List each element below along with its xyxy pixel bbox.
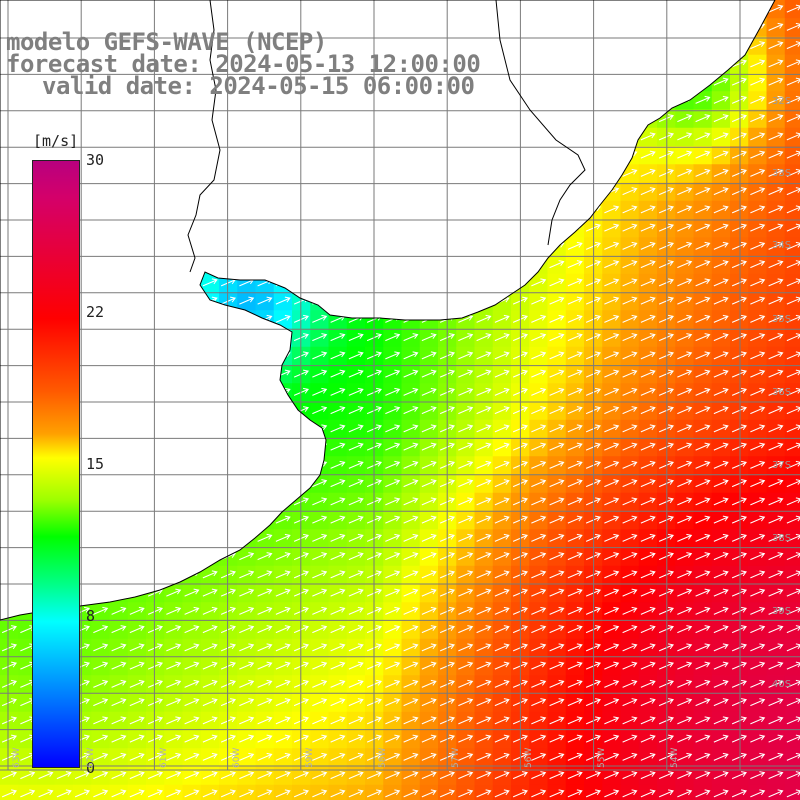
- lat-label-40s: 40S: [772, 679, 792, 690]
- lat-label-37s: 37S: [772, 460, 792, 471]
- graticule: [0, 0, 800, 770]
- colorbar-tick-22: 22: [86, 303, 105, 321]
- lon-label-58w: 58W: [378, 747, 388, 768]
- colorbar-unit: [m/s]: [33, 132, 79, 150]
- colorbar-tick-8: 8: [86, 607, 96, 625]
- lon-label-56w: 56W: [524, 747, 534, 768]
- lon-label-63w: 63W: [12, 747, 22, 768]
- lon-label-57w: 57W: [451, 747, 461, 768]
- colorbar: [32, 160, 80, 768]
- model-title: modelo GEFS-WAVE (NCEP): [6, 28, 327, 56]
- colorbar-tick-30: 30: [86, 151, 105, 169]
- lon-label-61w: 61W: [159, 747, 169, 768]
- lat-label-32s: 32S: [772, 96, 792, 107]
- lon-label-54w: 54W: [670, 747, 680, 768]
- coastline: [0, 0, 776, 621]
- lon-label-60w: 60W: [232, 747, 242, 768]
- land-area: [0, 0, 775, 620]
- lat-label-39s: 39S: [772, 606, 792, 617]
- colorbar-tick-0: 0: [86, 759, 96, 777]
- valid-date: valid date: 2024-05-15 06:00:00: [42, 72, 475, 100]
- colorbar-tick-15: 15: [86, 455, 105, 473]
- lon-label-62w: 62W: [86, 747, 96, 768]
- border-lines: [187, 0, 586, 273]
- forecast-date: forecast date: 2024-05-13 12:00:00: [6, 50, 481, 78]
- lon-label-55w: 55W: [597, 747, 607, 768]
- lat-label-34s: 34S: [772, 240, 792, 251]
- lat-label-33s: 33S: [772, 168, 792, 179]
- lat-label-36s: 36S: [772, 387, 792, 398]
- lat-label-38s: 38S: [772, 533, 792, 544]
- lon-label-59w: 59W: [305, 747, 315, 768]
- lat-label-35s: 35S: [772, 314, 792, 325]
